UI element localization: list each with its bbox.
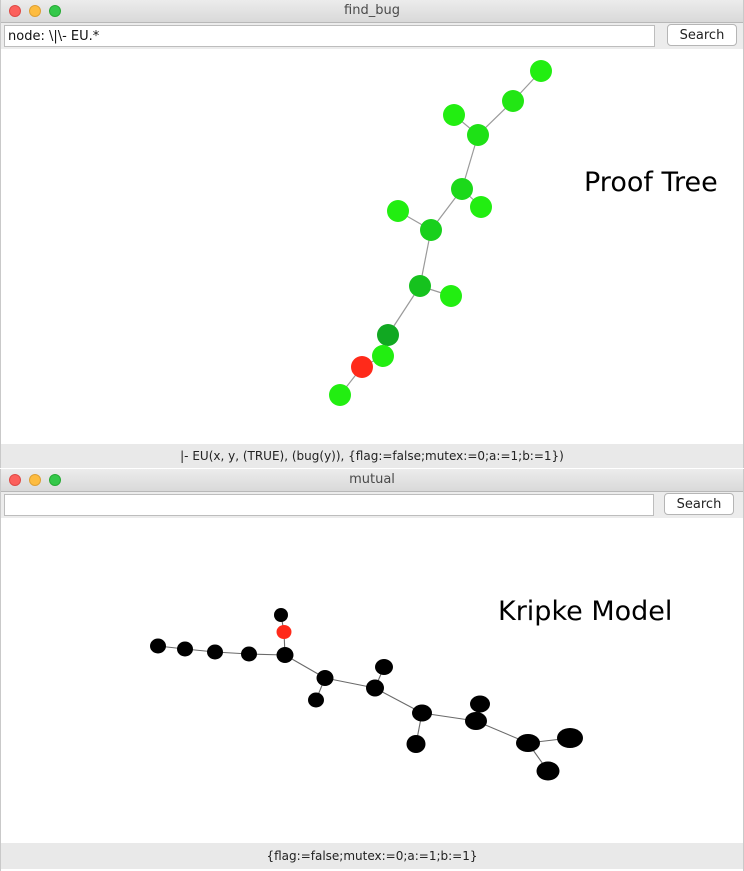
tree-node[interactable] (387, 200, 409, 222)
minimize-window-button[interactable] (29, 474, 41, 486)
state-node[interactable] (412, 704, 432, 722)
tree-node[interactable] (470, 196, 492, 218)
tree-node[interactable] (420, 219, 442, 241)
proof-tree-window: find_bug Search (0, 0, 744, 468)
bug-node[interactable] (351, 356, 373, 378)
proof-tree-canvas[interactable]: Proof Tree (1, 49, 743, 444)
kripke-model-label: Kripke Model (498, 596, 673, 627)
state-node[interactable] (366, 679, 384, 697)
graph-nodes[interactable] (150, 608, 583, 781)
state-node[interactable] (465, 712, 487, 730)
kripke-model-window: mutual Search (0, 469, 744, 871)
state-node[interactable] (276, 647, 294, 663)
state-node[interactable] (316, 670, 334, 686)
tree-node[interactable] (451, 178, 473, 200)
state-node[interactable] (207, 644, 223, 660)
window-title: find_bug (344, 3, 400, 18)
proof-tree-graph[interactable] (1, 49, 743, 444)
tree-node[interactable] (409, 275, 431, 297)
tree-node[interactable] (372, 345, 394, 367)
state-node[interactable] (241, 646, 257, 662)
state-node[interactable] (516, 734, 540, 752)
state-node[interactable] (150, 638, 166, 654)
search-row: Search (1, 492, 743, 518)
state-node[interactable] (470, 695, 490, 713)
tree-node[interactable] (377, 324, 399, 346)
graph-nodes[interactable] (329, 60, 552, 406)
close-window-button[interactable] (9, 474, 21, 486)
bug-state-node[interactable] (276, 625, 292, 639)
close-window-button[interactable] (9, 5, 21, 17)
tree-node[interactable] (443, 104, 465, 126)
tree-node[interactable] (502, 90, 524, 112)
state-node[interactable] (274, 608, 288, 622)
search-row: Search (1, 23, 743, 49)
tree-node[interactable] (329, 384, 351, 406)
state-node[interactable] (557, 728, 583, 748)
state-node[interactable] (177, 641, 193, 657)
minimize-window-button[interactable] (29, 5, 41, 17)
kripke-model-graph[interactable] (1, 518, 743, 841)
search-button[interactable]: Search (664, 493, 734, 515)
kripke-model-canvas[interactable]: Kripke Model (1, 518, 743, 841)
title-bar: mutual (1, 469, 743, 492)
search-input[interactable] (4, 494, 654, 516)
window-title: mutual (349, 472, 395, 487)
tree-node[interactable] (467, 124, 489, 146)
proof-tree-label: Proof Tree (584, 167, 718, 198)
search-button[interactable]: Search (667, 24, 737, 46)
tree-node[interactable] (530, 60, 552, 82)
state-node[interactable] (375, 659, 393, 675)
state-node[interactable] (308, 692, 324, 708)
graph-edges (156, 614, 572, 772)
maximize-window-button[interactable] (49, 474, 61, 486)
title-bar: find_bug (1, 0, 743, 23)
state-node[interactable] (406, 735, 426, 753)
search-input[interactable] (4, 25, 655, 47)
status-bar: {flag:=false;mutex:=0;a:=1;b:=1} (1, 843, 743, 869)
status-bar: |- EU(x, y, (TRUE), (bug(y)), {flag:=fal… (1, 444, 743, 468)
tree-node[interactable] (440, 285, 462, 307)
state-node[interactable] (536, 761, 560, 781)
maximize-window-button[interactable] (49, 5, 61, 17)
